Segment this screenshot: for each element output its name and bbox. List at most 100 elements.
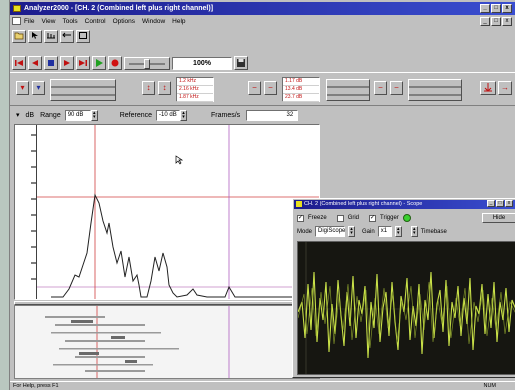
reference-spinner[interactable]: ▴ ▾ [180, 109, 188, 121]
transport-controls: 100% [12, 55, 248, 71]
level-slider-1[interactable] [50, 79, 116, 101]
readout-value-2: 2.16 kHz [177, 86, 213, 94]
status-text: For Help, press F1 [13, 383, 59, 389]
trigger-label: Trigger [380, 215, 399, 221]
range-field[interactable]: 90 dB [64, 109, 91, 121]
level-value-3: 23.7 dB [283, 94, 319, 102]
grid-checkbox[interactable] [336, 214, 344, 222]
rewind-icon[interactable] [28, 56, 42, 70]
frequency-readout: 1.2 kHz 2.16 kHz 1.87 kHz [176, 77, 214, 102]
spectrogram [14, 305, 320, 379]
fit-icon[interactable] [76, 30, 90, 43]
maximize-button[interactable]: □ [491, 4, 501, 13]
menu-view[interactable]: View [41, 18, 56, 25]
level-value-1: 1.17 dB [283, 78, 319, 86]
title-bar: Analyzer2000 - [CH. 2 (Combined left plu… [10, 2, 515, 15]
document-icon [12, 17, 21, 25]
level-value-2: 13.4 dB [283, 86, 319, 94]
range-spinner[interactable]: ▴ ▾ [90, 109, 98, 121]
reference-field[interactable]: -10 dB [156, 109, 181, 121]
menu-bar: File View Tools Control Options Window H… [10, 16, 515, 27]
open-folder-icon[interactable] [12, 30, 26, 43]
scope-maximize-button[interactable]: □ [496, 200, 504, 207]
status-bar: For Help, press F1 NUM [10, 381, 515, 390]
frames-label: Frames/s [211, 111, 241, 119]
spectrum-trace [51, 193, 319, 298]
menu-tools[interactable]: Tools [62, 18, 78, 25]
freeze-checkbox[interactable]: ✓ [297, 214, 304, 222]
zoom-icon[interactable] [60, 30, 74, 43]
toolbar [12, 30, 90, 44]
scope-app-icon [296, 201, 302, 207]
record-icon[interactable] [108, 56, 122, 70]
mdi-restore-button[interactable]: □ [491, 17, 501, 26]
level-down-button[interactable]: − [248, 81, 261, 95]
mdi-minimize-button[interactable]: _ [480, 17, 490, 26]
save-icon[interactable] [234, 56, 248, 70]
minimize-button[interactable]: _ [480, 4, 490, 13]
zoom-level[interactable]: 100% [172, 56, 232, 70]
num-indicator: NUM [483, 383, 496, 389]
marker-right-button[interactable]: ↕ [158, 81, 171, 95]
help-pointer-icon[interactable] [28, 30, 42, 43]
level-slider-2[interactable] [326, 79, 370, 101]
play-icon[interactable] [92, 56, 106, 70]
mouse-cursor-icon [175, 155, 183, 165]
scope-options: ✓ Freeze Grid ✓ Trigger Hide [297, 212, 515, 224]
position-slider[interactable] [124, 56, 170, 70]
marker-left-button[interactable]: ↕ [142, 81, 155, 95]
scope-title: CH. 2 (Combined left plus right channel)… [304, 201, 423, 207]
settings-collapse-icon[interactable]: ▾ [16, 112, 20, 119]
gain-label: Gain [362, 228, 375, 235]
scope-title-bar[interactable]: CH. 2 (Combined left plus right channel)… [294, 200, 515, 209]
measure-icon[interactable] [44, 30, 58, 43]
spectrum-graph [37, 125, 319, 299]
close-button[interactable]: x [502, 4, 512, 13]
gain-up-button[interactable]: − [390, 81, 403, 95]
trigger-checkbox[interactable]: ✓ [369, 214, 377, 222]
scope-close-button[interactable]: x [505, 200, 513, 207]
gain-slider[interactable] [408, 79, 462, 101]
photo-edge [0, 0, 9, 390]
scope-minimize-button[interactable]: _ [487, 200, 495, 207]
app-icon [13, 5, 21, 12]
level-up-button[interactable]: − [264, 81, 277, 95]
level-readout: 1.17 dB 13.4 dB 23.7 dB [282, 77, 320, 102]
control-panel: ▾ ▾ ↕ ↕ 1.2 kHz 2.16 kHz 1.87 kHz − − 1.… [10, 72, 515, 106]
output-arrow-icon[interactable]: → [498, 81, 512, 95]
spectrum-plot[interactable] [14, 124, 320, 300]
menu-help[interactable]: Help [172, 18, 186, 25]
trigger-led-icon [402, 214, 411, 222]
timebase-label: Timebase [420, 228, 447, 235]
reference-label: Reference [119, 111, 153, 119]
app-window: Analyzer2000 - [CH. 2 (Combined left plu… [9, 0, 515, 390]
gain-down-button[interactable]: − [374, 81, 387, 95]
scope-mode-row: Mode DigiScope ▴ ▾ Gain x1 ▴ ▾ ▴ ▾ Timebase [297, 226, 515, 237]
readout-value-3: 1.87 kHz [177, 94, 213, 102]
record-level-icon[interactable] [480, 81, 496, 95]
mode-field[interactable]: DigiScope [315, 226, 345, 237]
menu-control[interactable]: Control [84, 18, 106, 25]
menu-file[interactable]: File [24, 18, 35, 25]
forward-icon[interactable] [60, 56, 74, 70]
menu-options[interactable]: Options [112, 18, 136, 25]
y-axis [15, 125, 37, 299]
grid-label: Grid [347, 215, 360, 221]
frames-field[interactable]: 32 [246, 109, 299, 121]
window-title: Analyzer2000 - [CH. 2 (Combined left plu… [24, 5, 214, 12]
arrow-down-icon[interactable]: ▾ [16, 81, 29, 95]
gain-field[interactable]: x1 [377, 226, 392, 237]
mdi-close-button[interactable]: x [502, 17, 512, 26]
skip-back-icon[interactable] [12, 56, 26, 70]
menu-window[interactable]: Window [142, 18, 166, 25]
gain-spinner[interactable]: ▴ ▾ [394, 226, 402, 237]
stop-icon[interactable] [44, 56, 58, 70]
scope-display [297, 241, 515, 375]
skip-forward-icon[interactable] [76, 56, 90, 70]
timebase-spinner[interactable]: ▴ ▾ [410, 226, 418, 237]
scope-window[interactable]: CH. 2 (Combined left plus right channel)… [292, 198, 515, 378]
mode-spinner[interactable]: ▴ ▾ [348, 226, 356, 237]
hide-button[interactable]: Hide [482, 213, 515, 223]
arrow-down-blue-icon[interactable]: ▾ [32, 81, 45, 95]
mode-label: Mode [297, 228, 313, 235]
